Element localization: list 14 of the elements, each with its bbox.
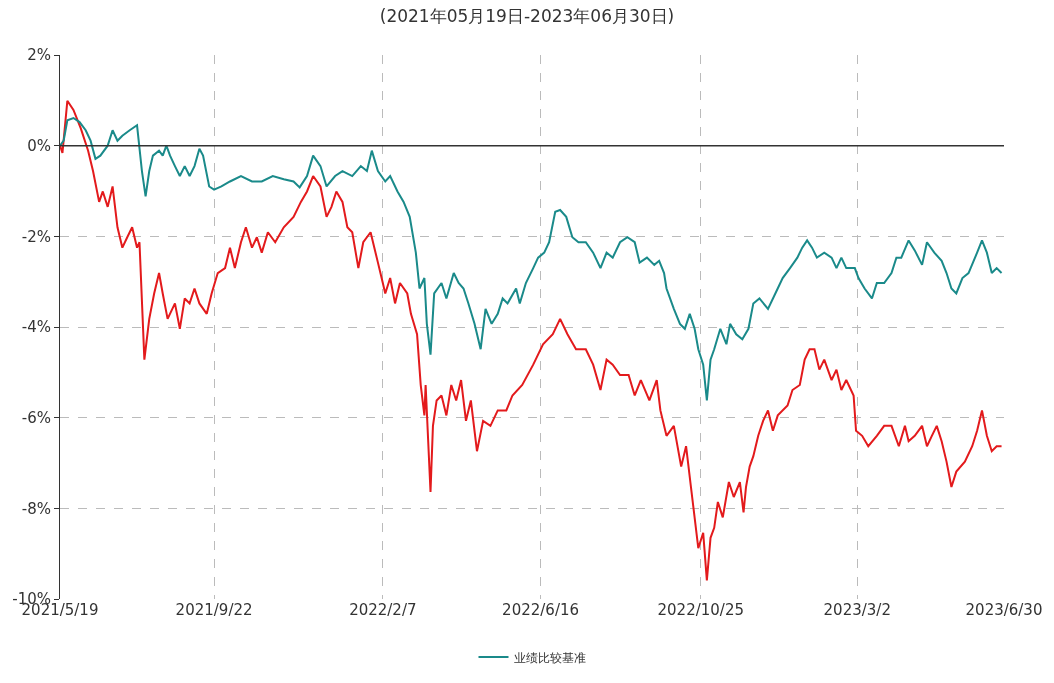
x-tick-label: 2023/3/2 — [823, 601, 891, 619]
chart-title: (2021年05月19日-2023年06月30日) — [379, 6, 675, 27]
y-tick-label: 2% — [27, 46, 51, 65]
y-tick-label: -8% — [21, 499, 51, 518]
x-tick-label: 2022/2/7 — [349, 601, 417, 619]
y-tick-label: 0% — [27, 136, 51, 155]
legend-label: 业绩比较基准 — [513, 650, 586, 665]
x-tick-label: 2022/6/16 — [502, 601, 580, 619]
y-tick-label: -2% — [21, 227, 51, 246]
x-tick-label: 2021/9/22 — [175, 601, 253, 619]
x-tick-label: 2022/10/25 — [657, 601, 744, 619]
y-tick-label: -6% — [21, 408, 51, 427]
y-tick-label: -4% — [21, 318, 51, 337]
x-tick-label: 2023/6/30 — [965, 601, 1043, 619]
